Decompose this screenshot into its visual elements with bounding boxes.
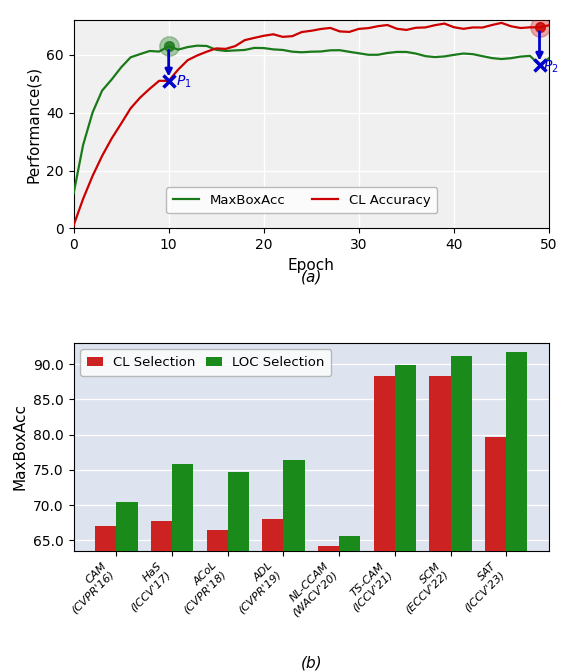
MaxBoxAcc [232,46,239,54]
Bar [374,376,395,672]
CL Accuracy [70,222,77,230]
Bar [262,519,284,672]
Text: (a): (a) [301,270,322,285]
Legend: CL Selection, LOC Selection: CL Selection, LOC Selection [80,349,332,376]
Text: $P_1$: $P_1$ [176,73,192,89]
Bar [172,464,193,672]
CL Accuracy [498,19,505,27]
Bar [430,376,451,672]
Text: $P_2$: $P_2$ [543,58,559,75]
MaxBoxAcc [422,52,429,60]
Line: MaxBoxAcc: MaxBoxAcc [74,46,549,194]
CL Accuracy [213,44,220,52]
MaxBoxAcc [194,42,200,50]
CL Accuracy [413,24,419,32]
Bar [485,437,506,672]
CL Accuracy [175,66,182,74]
MaxBoxAcc [536,61,543,69]
Bar [95,526,117,672]
X-axis label: Epoch: Epoch [288,257,335,273]
MaxBoxAcc [222,47,229,55]
MaxBoxAcc [546,54,552,62]
Bar [395,365,416,672]
Bar [318,546,339,672]
Line: CL Accuracy: CL Accuracy [74,23,549,226]
CL Accuracy [222,45,229,53]
Y-axis label: MaxBoxAcc: MaxBoxAcc [12,403,28,491]
MaxBoxAcc [70,190,77,198]
Bar [284,460,305,672]
Bar [117,501,138,672]
CL Accuracy [536,24,543,32]
Bar [151,521,172,672]
Legend: MaxBoxAcc, CL Accuracy: MaxBoxAcc, CL Accuracy [166,187,438,214]
Bar [506,352,528,672]
Bar [451,356,471,672]
Text: (b): (b) [301,655,322,670]
MaxBoxAcc [393,48,400,56]
CL Accuracy [546,22,552,30]
Y-axis label: Performance(s): Performance(s) [25,66,41,183]
CL Accuracy [384,21,391,29]
Bar [339,536,361,672]
Bar [207,530,228,672]
MaxBoxAcc [175,46,182,54]
Bar [228,472,249,672]
